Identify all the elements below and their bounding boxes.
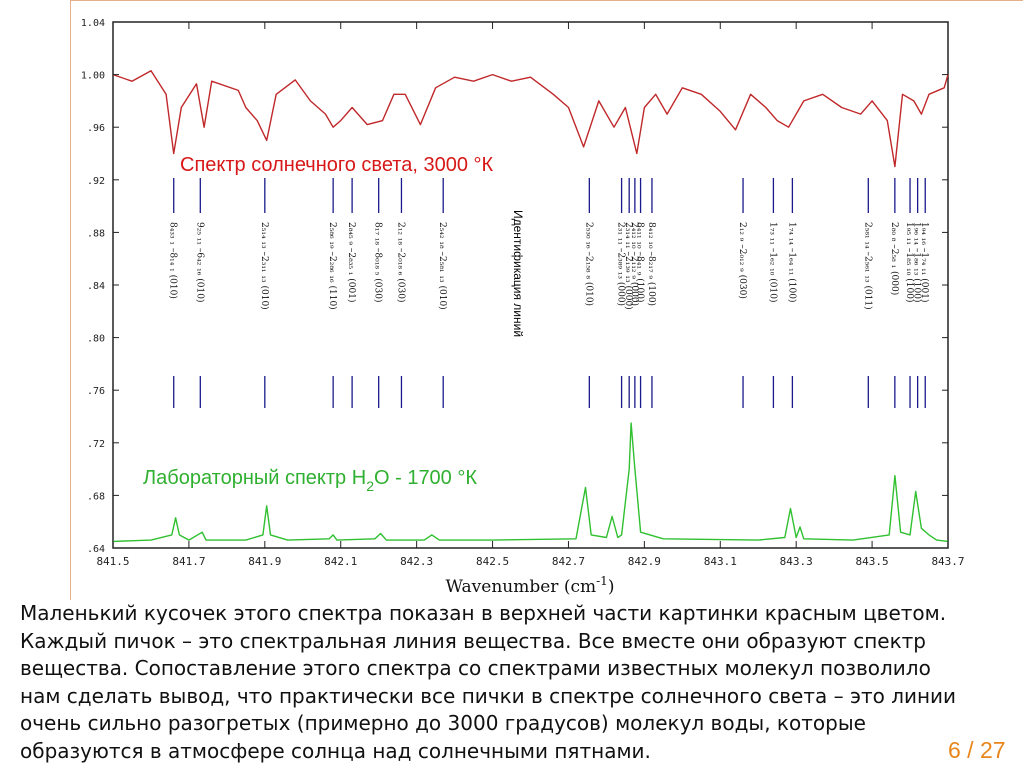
x-tick-label: 843.1 [704, 555, 737, 568]
ident-label: 2₅₄₂ ₁₈ –2₅₈₁ ₁₃ (010) [437, 222, 448, 310]
x-tick-label: 842.5 [476, 555, 509, 568]
sun-series-label: Спектр солнечного света, 3000 °К [180, 154, 493, 176]
caption-line: вещества. Сопоставление этого спектра со… [20, 656, 931, 681]
x-tick-label: 842.3 [400, 555, 433, 568]
ident-label: 1₇₃ ₁₁ –1₆₂ ₁₀ (010) [767, 222, 778, 302]
ident-label: 2₁₂ ₉ –2₀₁₂ ₉ (030) [737, 222, 748, 299]
identification-title: Идентификация линий [511, 210, 525, 337]
ident-label: 8₄₃₃ ₁ –8₁₄ ₁ (010) [168, 222, 179, 299]
lab-series-line [112, 422, 949, 543]
caption-line: нам сделать вывод, что практически все п… [20, 683, 957, 708]
ident-label: 1₉₅ ₁₁ –1₈₅ ₁₀ (100) [904, 222, 915, 302]
x-tick-label: 843.7 [931, 555, 964, 568]
y-tick-label: .88 [87, 228, 105, 239]
ident-label: 2₈₀ ₈ –2₅₈ ₁ (000) [889, 222, 900, 295]
ident-label: 2₃₁₄ ₁₁ –2₁₃₉ ₁₃ (000) [623, 222, 634, 310]
ident-label: 1₇₄ ₁₄ –1₆₄ ₁₁ (100) [786, 222, 797, 302]
caption-line: Каждый пичок – это спектральная линия ве… [20, 628, 926, 653]
caption-line: образуются в атмосфере солнца над солнеч… [20, 738, 651, 763]
caption-line: очень сильно разогретых (примерно до 300… [20, 711, 866, 736]
x-axis-title: Wavenumber (cm-1) [446, 574, 615, 597]
y-tick-label: 1.04 [81, 18, 105, 29]
caption-text: Маленький кусочек этого спектра показан … [20, 600, 1020, 766]
x-tick-label: 841.7 [172, 555, 205, 568]
x-tick-label: 841.9 [248, 555, 281, 568]
x-tick-label: 842.1 [324, 555, 357, 568]
y-tick-label: .64 [87, 544, 105, 555]
ident-label: 1₉₄ ₁₆ –1₇₄ ₁₁ (001) [919, 222, 930, 302]
y-tick-label: .68 [87, 491, 105, 502]
ident-label: 8₁₇ ₁₈ –8₀₁₈ ₅ (030) [373, 222, 384, 302]
caption-line: Маленький кусочек этого спектра показан … [20, 601, 947, 625]
ident-label: 2₁₂ ₁₈ –2₀₁₈ ₆ (030) [395, 222, 406, 302]
ident-label: 9₂₅ ₁₁ –6₄₂ ₁₆ (010) [194, 222, 205, 302]
sun-series-line [112, 70, 949, 168]
ident-label: 8₄₁₂ ₁₀ –8₂₁₇ ₉ (100) [646, 222, 657, 306]
x-tick-label: 842.7 [552, 555, 585, 568]
x-tick-label: 843.5 [856, 555, 889, 568]
spectrum-chart: 8₄₃₃ ₁ –8₁₄ ₁ (010) 9₂₅ ₁₁ –6₄₂ ₁₆ (010) 2… [81, 18, 965, 597]
x-tick-label: 842.9 [628, 555, 661, 568]
y-tick-label: .72 [87, 439, 105, 450]
x-tick-label: 843.3 [780, 555, 813, 568]
ident-label: 2₃₁ ₁₁ –2₃₈₉ ₁₃ (000) [616, 222, 627, 306]
ident-label: 2₈₄₅ ₉ –2₈₃₅ ₁ (001) [346, 222, 357, 302]
y-tick-label: .80 [87, 334, 105, 345]
slide-frame [70, 0, 1023, 600]
ident-label: 2₅₁₄ ₁₃ –2₃₁₁ ₁₃ (010) [259, 222, 270, 310]
y-tick-label: 1.00 [81, 71, 105, 82]
ident-label: 1₉₆ ₁₄ –1₈₆ ₁₃ (100) [912, 222, 923, 302]
ident-label: 2₅₈₁ ₁₄ –2₅₆₁ ₁₃ (011) [862, 222, 873, 310]
page-number: 6 / 27 [948, 737, 1006, 763]
y-tick-label: .92 [87, 176, 105, 187]
ident-label: 2₅₃₀ ₁₆ –2₁₅₈ ₈ (010) [583, 222, 594, 306]
x-tick-label: 841.5 [96, 555, 129, 568]
ident-label: 2₅₈₆ ₁₉ –2₂₈₆ ₁₆ (110) [327, 222, 338, 310]
y-tick-label: .96 [87, 123, 105, 134]
y-tick-label: .84 [87, 281, 105, 292]
lab-series-label: Лабораторный спектр H2O - 1700 °К [143, 467, 477, 494]
ident-label: 8₄₁₁ ₁₀ –8₄₁ ₉ (100) [635, 222, 646, 302]
ident-label: 2₄₁₂ ₁₀ –2₁₁₂ ₉ (000) [629, 222, 640, 306]
y-tick-label: .76 [87, 386, 105, 397]
